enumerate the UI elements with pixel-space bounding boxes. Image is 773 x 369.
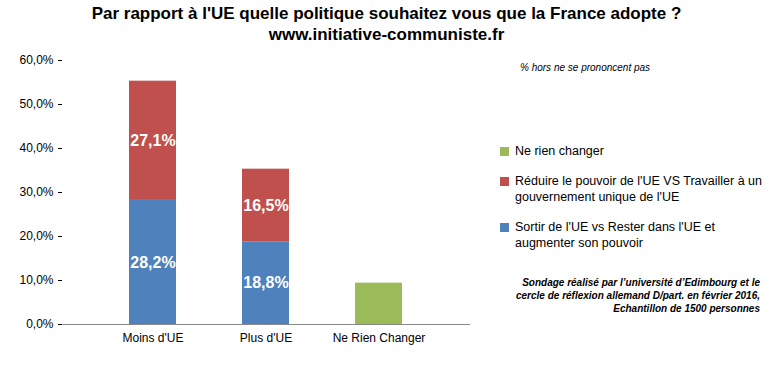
svg-text:60,0%: 60,0% <box>19 53 53 67</box>
svg-text:10,0%: 10,0% <box>19 273 53 287</box>
html-text:Sortir de l'UE vs Rester dans: Sortir de l'UE vs Rester dans l'UE et au… <box>515 220 715 250</box>
html-text:% hors ne se prononcent pas: % hors ne se prononcent pas <box>520 62 651 73</box>
html-text:Par rapport à l'UE quelle poli: Par rapport à l'UE quelle politique souh… <box>91 4 682 23</box>
html-text:Ne rien changer: Ne rien changer <box>515 144 604 158</box>
svg-text:Plus d'UE: Plus d'UE <box>240 331 292 345</box>
svg-text:18,8%: 18,8% <box>243 274 288 291</box>
html-text:www.initiative-communiste.fr: www.initiative-communiste.fr <box>268 25 505 44</box>
svg-text:28,2%: 28,2% <box>130 254 175 271</box>
svg-text:40,0%: 40,0% <box>19 141 53 155</box>
svg-text:Ne Rien Changer: Ne Rien Changer <box>333 331 426 345</box>
svg-text:16,5%: 16,5% <box>243 197 288 214</box>
svg-text:0,0%: 0,0% <box>26 317 54 331</box>
svg-text:30,0%: 30,0% <box>19 185 53 199</box>
svg-text:Moins d'UE: Moins d'UE <box>123 331 184 345</box>
svg-text:27,1%: 27,1% <box>130 132 175 149</box>
html-text:Réduire le pouvoir de l'UE VS: Réduire le pouvoir de l'UE VS Travailler… <box>515 174 762 204</box>
svg-text:50,0%: 50,0% <box>19 97 53 111</box>
svg-text:20,0%: 20,0% <box>19 229 53 243</box>
html-text:Sondage réalisé par l’universi: Sondage réalisé par l’université d’Edimb… <box>516 277 760 314</box>
